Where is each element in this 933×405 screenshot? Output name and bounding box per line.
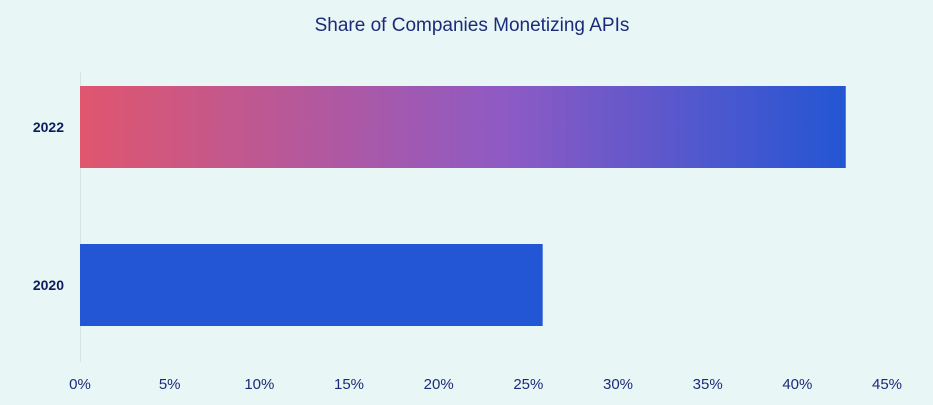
x-tick-label: 5% — [159, 376, 181, 393]
x-tick-label: 35% — [693, 376, 723, 393]
category-label-2020: 2020 — [33, 277, 64, 293]
category-label-2022: 2022 — [33, 119, 64, 135]
x-tick-label: 20% — [424, 376, 454, 393]
bar-2020 — [80, 244, 543, 326]
bars-layer — [80, 86, 846, 326]
x-tick-label: 45% — [872, 376, 902, 393]
x-tick-label: 10% — [244, 376, 274, 393]
x-tick-label: 30% — [603, 376, 633, 393]
x-tick-label: 15% — [334, 376, 364, 393]
category-labels: 2022 2020 — [33, 119, 64, 293]
x-tick-label: 25% — [513, 376, 543, 393]
x-tick-label: 0% — [69, 376, 91, 393]
x-tick-label: 40% — [782, 376, 812, 393]
bar-2022 — [80, 86, 846, 168]
x-axis-ticks: 0% 5% 10% 15% 20% 25% 30% 35% 40% 45% — [69, 376, 902, 393]
chart-title: Share of Companies Monetizing APIs — [315, 15, 630, 36]
